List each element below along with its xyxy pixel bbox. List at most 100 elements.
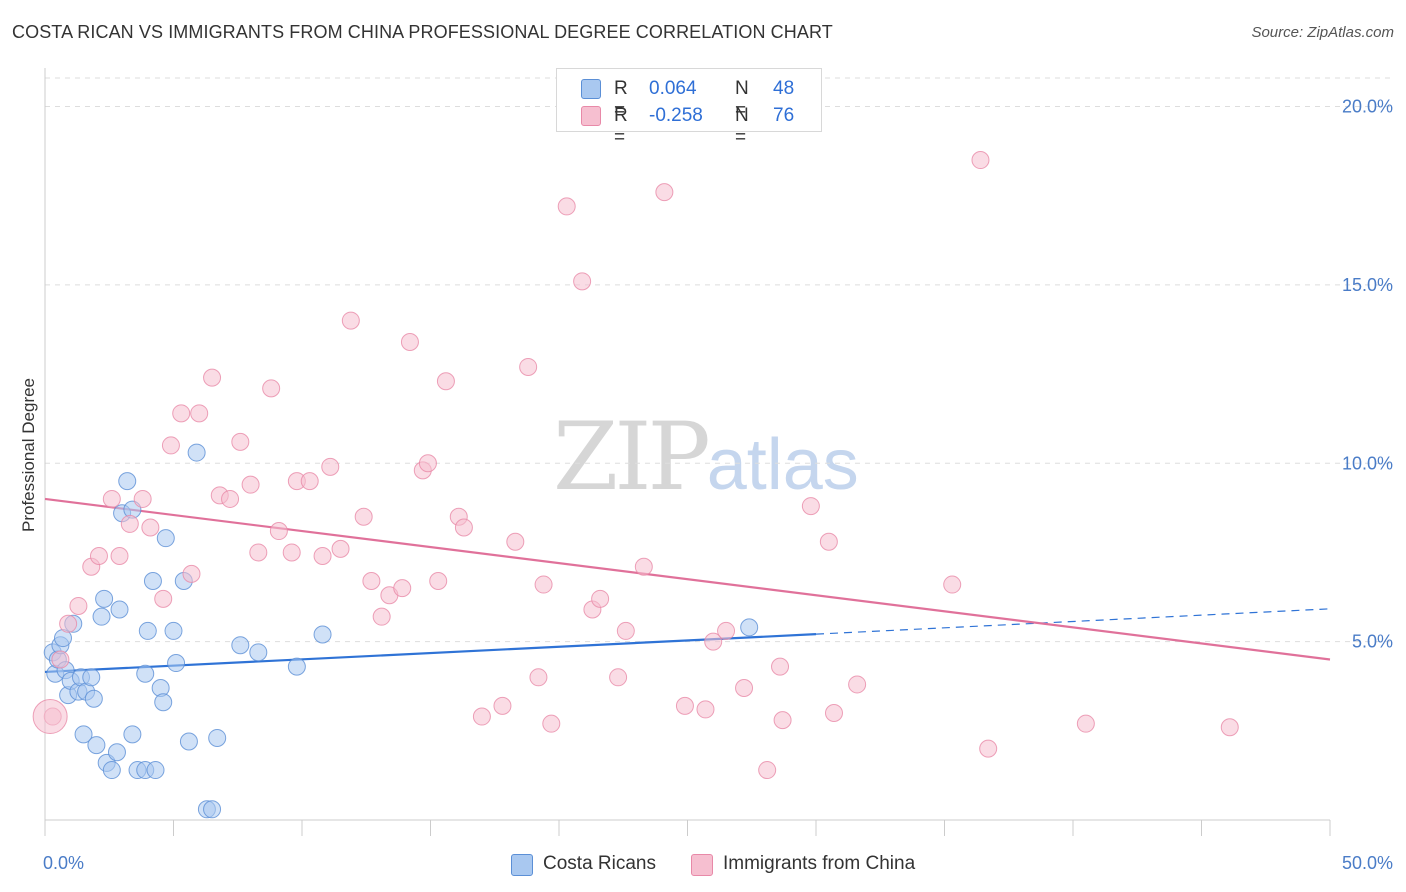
point-costa-ricans [92, 607, 111, 626]
point-immigrants-china [773, 711, 792, 730]
point-immigrants-china [1076, 714, 1095, 733]
point-costa-ricans [138, 621, 157, 640]
point-immigrants-china [472, 707, 491, 726]
bottom-legend-swatch-costa-ricans [511, 854, 533, 876]
bottom-legend-swatch-immigrants-china [691, 854, 713, 876]
point-immigrants-china [519, 357, 538, 376]
point-immigrants-china [341, 311, 360, 330]
point-immigrants-china [32, 699, 68, 735]
point-immigrants-china [321, 457, 340, 476]
point-immigrants-china [506, 532, 525, 551]
point-immigrants-china [609, 668, 628, 687]
watermark: ZIPatlas [553, 403, 859, 512]
point-costa-ricans [87, 736, 106, 755]
point-immigrants-china [704, 632, 723, 651]
point-immigrants-china [848, 675, 867, 694]
point-immigrants-china [717, 621, 736, 640]
legend-n-value: 76 [773, 105, 795, 126]
point-costa-ricans [95, 589, 114, 608]
point-immigrants-china [300, 472, 319, 491]
point-immigrants-china [696, 700, 715, 719]
x-tick-label-min: 0.0% [43, 853, 84, 873]
tick-labels: 5.0% 10.0% 15.0% 20.0% 0.0% 50.0% [43, 97, 1393, 873]
point-costa-ricans [110, 600, 129, 619]
point-costa-ricans [231, 636, 250, 655]
point-costa-ricans [164, 621, 183, 640]
legend-n-label: N = [735, 105, 749, 148]
point-immigrants-china [573, 272, 592, 291]
point-costa-ricans [313, 625, 332, 644]
axes [44, 68, 1331, 836]
point-immigrants-china [675, 696, 694, 715]
point-immigrants-china [51, 650, 70, 669]
series-costa-ricans [43, 443, 759, 819]
y-tick-label: 5.0% [1352, 632, 1393, 652]
point-immigrants-china [110, 547, 129, 566]
bottom-legend-label-costa-ricans: Costa Ricans [543, 853, 656, 874]
point-immigrants-china [120, 514, 139, 533]
point-immigrants-china [190, 404, 209, 423]
point-immigrants-china [971, 151, 990, 170]
point-immigrants-china [102, 489, 121, 508]
watermark-zip: ZIP [553, 403, 711, 512]
point-costa-ricans [143, 571, 162, 590]
point-immigrants-china [534, 575, 553, 594]
point-immigrants-china [89, 547, 108, 566]
point-immigrants-china [313, 547, 332, 566]
point-immigrants-china [454, 518, 473, 537]
legend-r-value: -0.258 [649, 105, 703, 126]
point-costa-ricans [208, 728, 227, 747]
point-immigrants-china [269, 522, 288, 541]
point-immigrants-china [758, 761, 777, 780]
point-costa-ricans [740, 618, 759, 637]
point-costa-ricans [123, 725, 142, 744]
point-costa-ricans [118, 472, 137, 491]
x-tick-label-max: 50.0% [1342, 853, 1393, 873]
point-immigrants-china [69, 596, 88, 615]
point-costa-ricans [187, 443, 206, 462]
source-label: Source: ZipAtlas.com [1251, 24, 1394, 41]
point-costa-ricans [74, 725, 93, 744]
y-tick-label: 15.0% [1342, 275, 1393, 295]
point-immigrants-china [400, 332, 419, 351]
point-immigrants-china [133, 489, 152, 508]
point-immigrants-china [979, 739, 998, 758]
point-immigrants-china [819, 532, 838, 551]
point-immigrants-china [418, 454, 437, 473]
point-immigrants-china [241, 475, 260, 494]
point-immigrants-china [182, 564, 201, 583]
point-immigrants-china [393, 579, 412, 598]
watermark-atlas: atlas [706, 425, 859, 505]
grid-lines [45, 77, 1390, 643]
point-immigrants-china [735, 679, 754, 698]
chart-title: COSTA RICAN VS IMMIGRANTS FROM CHINA PRO… [12, 22, 833, 42]
point-immigrants-china [59, 614, 78, 633]
point-immigrants-china [557, 197, 576, 216]
trend-line-costa-ricans-extension [815, 608, 1331, 635]
point-costa-ricans [146, 761, 165, 780]
point-immigrants-china [372, 607, 391, 626]
point-costa-ricans [156, 529, 175, 548]
legend-swatch-costa-ricans [581, 79, 601, 99]
point-immigrants-china [1220, 718, 1239, 737]
point-costa-ricans [107, 743, 126, 762]
point-costa-ricans [154, 693, 173, 712]
trend-line-immigrants-china [44, 497, 1331, 661]
point-immigrants-china [824, 703, 843, 722]
legend-n-label: N = [735, 78, 749, 121]
point-immigrants-china [943, 575, 962, 594]
y-tick-label: 10.0% [1342, 453, 1393, 473]
legend-r-label: R = [614, 105, 628, 148]
point-immigrants-china [221, 489, 240, 508]
trend-line-costa-ricans [44, 633, 817, 674]
point-immigrants-china [634, 557, 653, 576]
point-costa-ricans [249, 643, 268, 662]
point-immigrants-china [655, 183, 674, 202]
point-costa-ricans [84, 689, 103, 708]
point-immigrants-china [771, 657, 790, 676]
point-immigrants-china [362, 571, 381, 590]
correlation-legend: R = 0.064 N = 48 R = -0.258 N = 76 [556, 68, 822, 148]
point-immigrants-china [161, 436, 180, 455]
point-immigrants-china [172, 404, 191, 423]
